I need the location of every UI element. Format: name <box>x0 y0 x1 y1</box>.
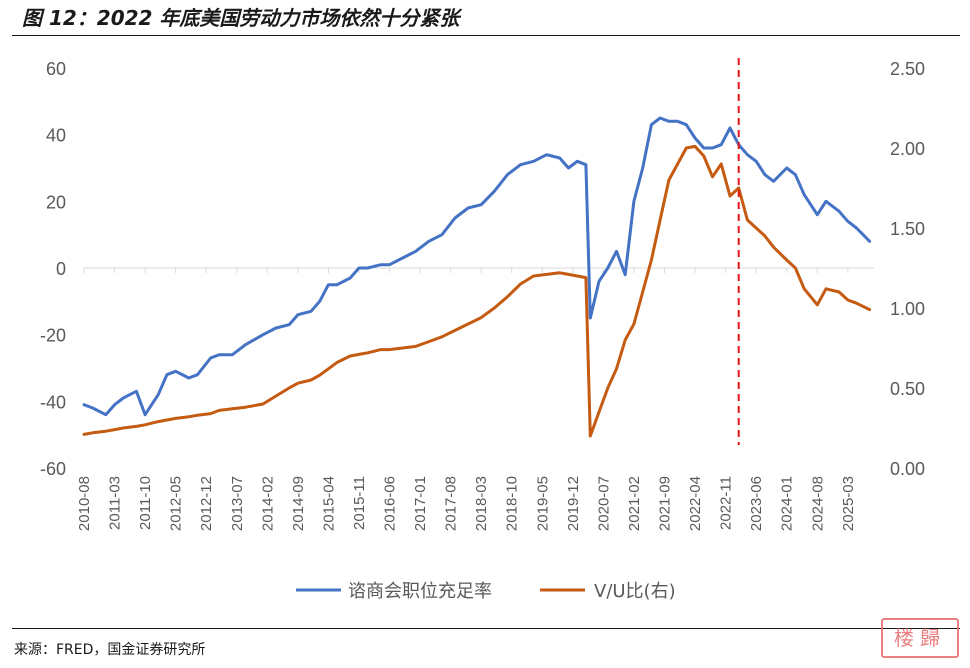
x-tick-label: 2021-09 <box>656 476 673 531</box>
series-layer <box>82 116 872 438</box>
legend-label: V/U比(右) <box>594 581 676 602</box>
series-line-left <box>82 116 872 417</box>
left-tick-label: 20 <box>46 192 66 212</box>
right-tick-label: 1.50 <box>890 219 925 239</box>
legend: 谘商会职位充足率 V/U比(右) <box>296 581 676 602</box>
left-tick-label: 60 <box>46 59 66 79</box>
x-tick-label: 2011-03 <box>107 476 124 530</box>
x-tick-label: 2018-03 <box>473 476 490 531</box>
x-tick-label: 2011-10 <box>137 476 154 530</box>
x-tick-label: 2020-07 <box>595 476 612 531</box>
x-tick-label: 2014-02 <box>259 476 276 531</box>
title-divider <box>12 35 960 36</box>
x-tick-label: 2021-02 <box>626 476 643 531</box>
x-tick-label: 2015-04 <box>320 476 337 531</box>
footer-divider <box>12 628 960 629</box>
left-tick-label: -20 <box>40 326 66 346</box>
x-tick-label: 2013-07 <box>229 476 246 531</box>
x-tick-label: 2024-01 <box>779 476 796 531</box>
right-tick-label: 0.00 <box>890 459 925 479</box>
left-tick-label: 0 <box>56 259 66 279</box>
series-line-right <box>82 144 872 438</box>
left-axis-ticks: 60 40 20 0 -20 -40 -60 <box>40 59 66 479</box>
right-axis-ticks: 2.50 2.00 1.50 1.00 0.50 0.00 <box>890 59 925 479</box>
x-tick-label: 2024-08 <box>809 476 826 531</box>
x-tick-label: 2012-12 <box>198 476 215 531</box>
legend-label: 谘商会职位充足率 <box>348 581 492 602</box>
x-tick-label: 2017-01 <box>412 476 429 531</box>
x-tick-label: 2017-08 <box>443 476 460 531</box>
right-tick-label: 1.00 <box>890 299 925 319</box>
x-tick-label: 2022-04 <box>687 476 704 531</box>
left-tick-label: -40 <box>40 392 66 412</box>
right-tick-label: 0.50 <box>890 379 925 399</box>
chart-svg: 60 40 20 0 -20 -40 -60 2.50 2.00 1.50 1.00 0.50 0.0… <box>40 58 925 602</box>
chart-title: 图 12：2022 年底美国劳动力市场依然十分紧张 <box>22 6 460 30</box>
x-tick-label: 2023-06 <box>748 476 765 531</box>
x-axis <box>83 267 874 273</box>
x-tick-label: 2012-05 <box>168 476 185 531</box>
x-tick-label: 2025-03 <box>840 476 857 531</box>
x-tick-label: 2018-10 <box>504 476 521 531</box>
right-tick-label: 2.50 <box>890 59 925 79</box>
x-axis-ticks: 2010-08 2011-03 2011-10 2012-05 2012-12 2013-… <box>76 476 857 531</box>
x-tick-label: 2019-12 <box>565 476 582 531</box>
x-tick-label: 2019-05 <box>534 476 551 531</box>
x-tick-label: 2015-11 <box>351 476 368 530</box>
watermark-seal: 楼歸 <box>881 618 959 658</box>
x-tick-label: 2016-06 <box>382 476 399 531</box>
left-tick-label: -60 <box>40 459 66 479</box>
x-tick-label: 2010-08 <box>76 476 93 531</box>
x-tick-label: 2014-09 <box>290 476 307 531</box>
x-tick-label: 2022-11 <box>718 476 735 530</box>
left-tick-label: 40 <box>46 126 66 146</box>
right-tick-label: 2.00 <box>890 139 925 159</box>
source-note: 来源：FRED，国金证券研究所 <box>14 642 206 658</box>
